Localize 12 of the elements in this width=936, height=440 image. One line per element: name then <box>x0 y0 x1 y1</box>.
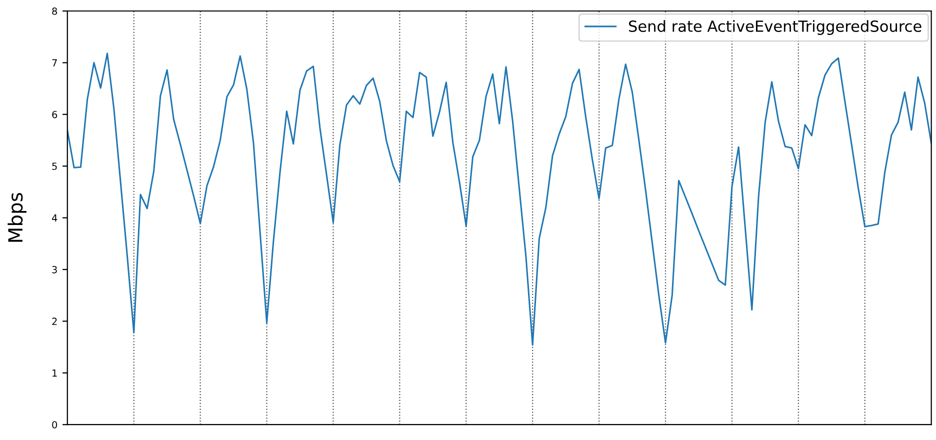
y-tick-label: 6 <box>52 110 58 118</box>
y-tick-label: 4 <box>52 214 58 222</box>
y-tick-label: 3 <box>52 266 57 274</box>
y-tick-label: 2 <box>52 318 57 325</box>
y-tick-label: 7 <box>52 59 57 66</box>
y-axis-title: Mbps <box>8 192 26 242</box>
line-series <box>67 52 932 346</box>
y-tick-label: 0 <box>52 421 58 428</box>
legend-label: Send rate ActiveEventTriggeredSource <box>629 20 922 35</box>
y-tick-label: 8 <box>52 7 58 15</box>
y-tick-label: 5 <box>52 162 57 170</box>
y-tick-label: 1 <box>52 370 57 377</box>
